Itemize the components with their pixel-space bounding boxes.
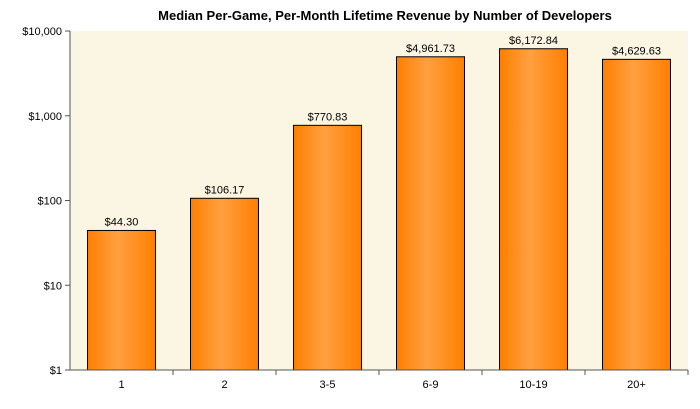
bar-2 — [190, 197, 259, 371]
x-tick-label: 10-19 — [519, 379, 547, 391]
y-tick-label: $1 — [50, 365, 62, 377]
bar-3-5 — [293, 124, 362, 371]
plot-area: $1 $10 $100 $1,000 $10,000 $44.30 1 $106.17 2 $77… — [22, 26, 689, 391]
x-tick-label: 1 — [118, 379, 124, 391]
y-tick-label: $10 — [44, 280, 62, 292]
x-tick-label: 2 — [221, 379, 227, 391]
x-tick-label: 20+ — [627, 379, 646, 391]
x-tick-label: 6-9 — [423, 379, 439, 391]
x-tick-label: 3-5 — [320, 379, 336, 391]
y-tick-label: $10,000 — [22, 26, 62, 38]
bar-6-9 — [396, 56, 465, 371]
bar-10-19 — [499, 48, 568, 371]
y-tick-label: $100 — [38, 196, 62, 208]
data-label: $44.30 — [105, 216, 139, 228]
data-label: $770.83 — [308, 111, 348, 123]
data-label: $6,172.84 — [509, 35, 558, 47]
data-label: $4,629.63 — [612, 45, 661, 57]
data-label: $4,961.73 — [406, 43, 455, 55]
bar-1 — [87, 229, 156, 371]
plot-background — [70, 31, 688, 370]
bar-20+ — [602, 58, 671, 371]
data-label: $106.17 — [205, 184, 245, 196]
y-tick-label: $1,000 — [28, 111, 62, 123]
chart-title: Median Per-Game, Per-Month Lifetime Reve… — [158, 8, 612, 23]
